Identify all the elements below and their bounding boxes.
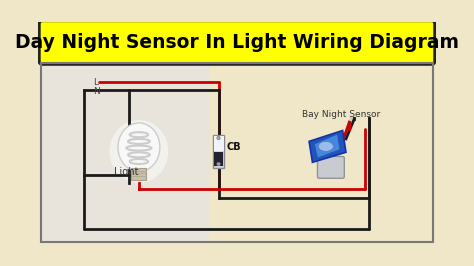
Text: L: L (93, 78, 98, 87)
Ellipse shape (319, 142, 333, 151)
Bar (41, 63, 210, 242)
Bar (213, 135, 224, 168)
Circle shape (217, 162, 220, 166)
Bar (210, 63, 433, 242)
Text: N: N (93, 87, 100, 95)
Text: CB: CB (226, 142, 241, 152)
Circle shape (217, 136, 220, 140)
Text: Light: Light (114, 167, 138, 177)
Bar (213, 135, 224, 151)
FancyBboxPatch shape (39, 21, 435, 64)
Text: Bay Night Sensor: Bay Night Sensor (302, 110, 381, 119)
FancyBboxPatch shape (318, 156, 344, 178)
Ellipse shape (109, 120, 168, 183)
Text: Day Night Sensor In Light Wiring Diagram: Day Night Sensor In Light Wiring Diagram (15, 33, 459, 52)
Ellipse shape (118, 123, 160, 172)
Polygon shape (309, 131, 346, 162)
Polygon shape (314, 134, 340, 158)
Bar (131, 168, 146, 180)
Bar (214, 152, 223, 166)
